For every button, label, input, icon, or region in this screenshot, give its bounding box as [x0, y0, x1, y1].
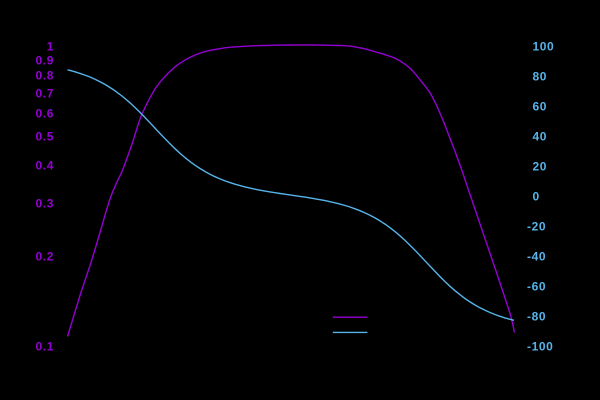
svg-text:-100: -100 [527, 340, 553, 354]
svg-text:40: 40 [533, 130, 548, 144]
svg-text:80: 80 [533, 70, 548, 84]
svg-text:0.2: 0.2 [36, 250, 54, 264]
svg-text:60: 60 [533, 100, 548, 114]
svg-text:20: 20 [533, 160, 548, 174]
svg-text:0.6: 0.6 [36, 107, 54, 121]
svg-text:0: 0 [533, 190, 540, 204]
svg-text:0.1: 0.1 [36, 340, 54, 354]
svg-text:-60: -60 [527, 280, 546, 294]
svg-text:0.3: 0.3 [36, 197, 54, 211]
svg-text:100: 100 [533, 40, 555, 54]
svg-text:1: 1 [47, 40, 54, 54]
svg-text:0.5: 0.5 [36, 130, 54, 144]
svg-text:0.8: 0.8 [36, 69, 54, 83]
svg-text:0.9: 0.9 [36, 54, 54, 68]
svg-text:0.4: 0.4 [36, 159, 54, 173]
svg-text:-20: -20 [527, 220, 546, 234]
svg-text:0.7: 0.7 [36, 87, 54, 101]
svg-text:-40: -40 [527, 250, 546, 264]
svg-text:-80: -80 [527, 310, 546, 324]
